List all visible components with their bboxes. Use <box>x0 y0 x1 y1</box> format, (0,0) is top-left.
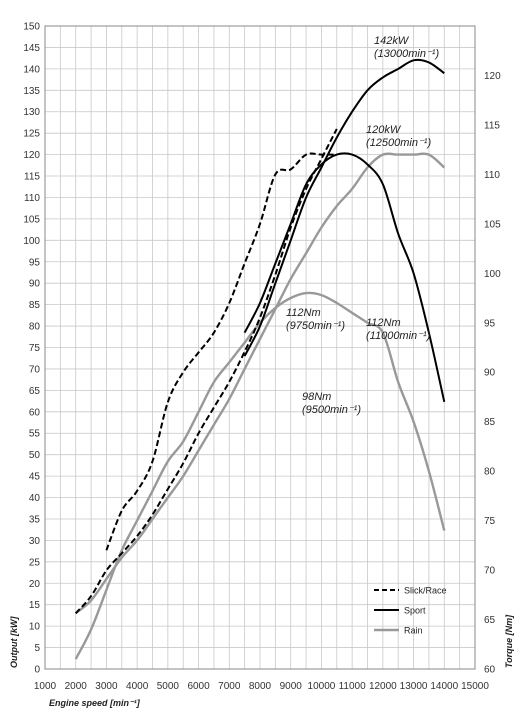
legend-label: Sport <box>404 606 426 616</box>
y-tick-label: 45 <box>29 472 41 483</box>
y2-tick-label: 60 <box>484 665 496 676</box>
y2-tick-label: 95 <box>484 318 496 329</box>
y-tick-label: 80 <box>29 322 41 333</box>
y-tick-label: 150 <box>23 22 40 33</box>
x-tick-label: 7000 <box>218 681 241 692</box>
legend-label: Rain <box>404 626 423 636</box>
y2-tick-label: 115 <box>484 120 500 131</box>
x-tick-label: 4000 <box>126 681 149 692</box>
y-axis-label: Output [kW] <box>9 616 19 668</box>
y-tick-label: 5 <box>34 643 40 654</box>
y-tick-label: 135 <box>23 86 40 97</box>
y-tick-label: 40 <box>29 493 41 504</box>
y-tick-label: 100 <box>23 236 40 247</box>
y-tick-label: 50 <box>29 450 41 461</box>
y-tick-label: 55 <box>29 429 41 440</box>
y-tick-label: 125 <box>23 129 40 140</box>
legend-label: Slick/Race <box>404 586 447 596</box>
annotation-value: 98Nm <box>302 391 331 403</box>
y2-tick-label: 75 <box>484 516 496 527</box>
x-tick-label: 10000 <box>308 681 336 692</box>
y-tick-label: 105 <box>23 214 40 225</box>
annotation-value: 142kW <box>374 35 410 47</box>
x-tick-label: 8000 <box>249 681 272 692</box>
power-curve-sport <box>243 58 445 357</box>
tick-labels: 1000 2000 3000 4000 5000 6000 7000 8000 9000 1000… <box>23 22 501 693</box>
x-axis-label: Engine speed [min⁻¹] <box>49 698 141 708</box>
y2-tick-label: 85 <box>484 417 496 428</box>
y2-tick-label: 110 <box>484 170 500 181</box>
y-tick-label: 140 <box>23 64 40 75</box>
y2-tick-label: 65 <box>484 615 496 626</box>
y-tick-label: 115 <box>24 172 40 183</box>
x-tick-label: 5000 <box>157 681 180 692</box>
x-tick-label: 9000 <box>280 681 303 692</box>
y-tick-label: 95 <box>29 257 41 268</box>
grid <box>44 25 476 670</box>
y-tick-label: 130 <box>23 107 40 118</box>
annotation-value: 120kW <box>366 124 402 136</box>
y-tick-label: 20 <box>29 579 41 590</box>
power-curve-rain <box>74 152 446 615</box>
x-tick-label: 13000 <box>400 681 428 692</box>
x-tick-label: 14000 <box>430 681 458 692</box>
plot-border <box>44 25 476 670</box>
y2-tick-label: 120 <box>484 71 501 82</box>
y-tick-label: 75 <box>29 343 41 354</box>
y-tick-label: 120 <box>23 150 40 161</box>
torque-curve-slick-race <box>105 152 337 551</box>
torque-curve-rain <box>74 291 446 660</box>
y-tick-label: 0 <box>34 665 40 676</box>
y2-tick-label: 70 <box>484 566 496 577</box>
x-tick-label: 11000 <box>339 681 367 692</box>
y-tick-label: 60 <box>29 407 41 418</box>
legend: Slick/Race Sport Rain <box>374 586 447 636</box>
x-tick-label: 3000 <box>95 681 118 692</box>
y2-tick-label: 80 <box>484 467 496 478</box>
x-tick-label: 6000 <box>187 681 210 692</box>
y-tick-label: 145 <box>23 43 40 54</box>
y-tick-label: 70 <box>29 364 41 375</box>
y-tick-label: 25 <box>29 557 41 568</box>
annotation-rpm: (13000min⁻¹) <box>374 48 439 60</box>
y2-axis-label: Torque [Nm] <box>504 614 514 668</box>
y-tick-label: 30 <box>29 536 41 547</box>
y-tick-label: 15 <box>29 600 41 611</box>
annotation-value: 112Nm <box>286 307 321 319</box>
y-tick-label: 110 <box>24 193 40 204</box>
y-tick-label: 35 <box>29 514 41 525</box>
x-tick-label: 12000 <box>369 681 397 692</box>
annotation-rpm: (9500min⁻¹) <box>302 404 361 416</box>
annotation-rpm: (9750min⁻¹) <box>286 320 345 332</box>
x-tick-label: 2000 <box>65 681 88 692</box>
y-tick-label: 10 <box>29 622 41 633</box>
y2-tick-label: 105 <box>484 219 501 230</box>
annotation-rpm: (12500min⁻¹) <box>366 137 431 149</box>
torque-curve-sport <box>243 152 446 403</box>
y-tick-label: 85 <box>29 300 41 311</box>
annotation-value: 112Nm <box>366 317 401 329</box>
y-tick-label: 90 <box>29 279 41 290</box>
annotation-rpm: (11000min⁻¹) <box>366 330 431 342</box>
x-tick-label: 1000 <box>34 681 57 692</box>
y2-tick-label: 90 <box>484 368 496 379</box>
power-curve-slick-race <box>74 128 338 614</box>
y2-tick-label: 100 <box>484 269 501 280</box>
curves <box>74 58 446 660</box>
annotations: 142kW(13000min⁻¹)120kW(12500min⁻¹)112Nm(… <box>286 35 439 416</box>
x-tick-label: 15000 <box>461 681 489 692</box>
y-tick-label: 65 <box>29 386 41 397</box>
